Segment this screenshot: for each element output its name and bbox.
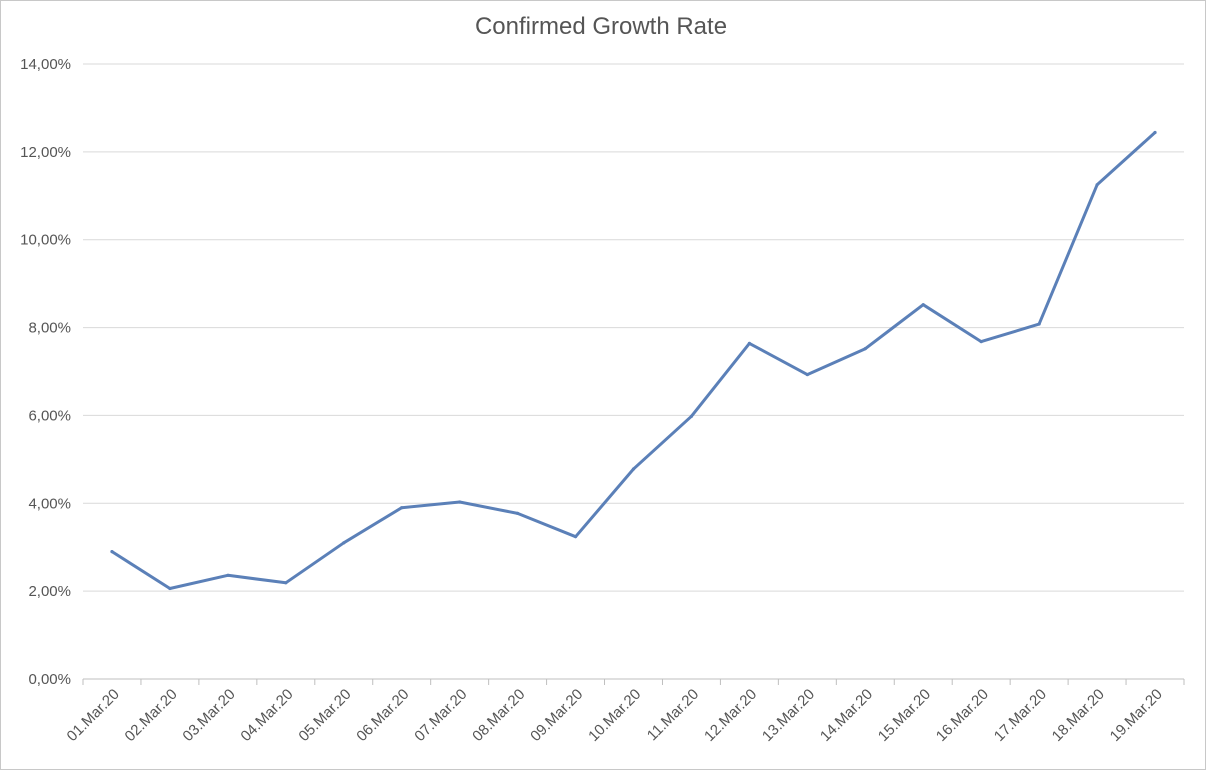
x-tick-label: 14.Mar.20	[817, 686, 876, 745]
data-point	[747, 341, 751, 345]
x-tick-label: 13.Mar.20	[759, 686, 818, 745]
gridlines	[83, 63, 1184, 592]
x-tick-label: 06.Mar.20	[353, 686, 412, 745]
data-point	[168, 586, 172, 591]
x-tick-label: 17.Mar.20	[991, 686, 1050, 745]
data-point	[400, 506, 404, 510]
x-tick-label: 05.Mar.20	[295, 686, 354, 745]
y-tick-label: 10,00%	[20, 232, 71, 249]
y-tick-label: 14,00%	[20, 56, 71, 73]
x-tick-label: 07.Mar.20	[411, 686, 470, 745]
data-point	[573, 535, 578, 539]
x-tick-label: 03.Mar.20	[179, 686, 238, 745]
data-point	[979, 340, 983, 344]
y-tick-label: 4,00%	[28, 495, 71, 512]
y-axis-ticks: 0,00% 2,00% 4,00% 6,00% 8,00% 10,00% 12,00% 14,…	[20, 56, 71, 688]
series-line	[110, 131, 1157, 590]
data-point	[805, 372, 809, 377]
data-point	[110, 550, 114, 554]
data-point	[226, 573, 230, 577]
data-point	[1153, 130, 1157, 135]
x-tick-label: 15.Mar.20	[875, 686, 934, 745]
x-axis: 01.Mar.2002.Mar.2003.Mar.2004.Mar.2005.M…	[64, 678, 1185, 745]
x-tick-label: 12.Mar.20	[701, 686, 760, 745]
data-point	[689, 414, 694, 418]
chart-title: Confirmed Growth Rate	[475, 13, 727, 40]
series-layer	[110, 130, 1157, 591]
x-tick-label: 04.Mar.20	[237, 686, 296, 745]
data-point	[458, 500, 462, 504]
data-point	[1095, 183, 1099, 187]
y-tick-label: 0,00%	[28, 671, 71, 688]
x-tick-label: 02.Mar.20	[122, 686, 181, 745]
x-tick-label: 11.Mar.20	[644, 686, 702, 744]
x-tick-label: 19.Mar.20	[1107, 686, 1166, 745]
y-tick-label: 12,00%	[20, 144, 71, 161]
y-tick-label: 2,00%	[28, 583, 71, 600]
data-point	[631, 467, 636, 471]
y-tick-label: 6,00%	[28, 407, 71, 424]
data-point	[342, 541, 346, 545]
x-tick-label: 08.Mar.20	[469, 686, 528, 745]
data-point	[284, 581, 288, 585]
x-tick-label: 01.Mar.20	[64, 686, 123, 745]
x-tick-label: 09.Mar.20	[527, 686, 586, 745]
data-point	[921, 303, 925, 307]
data-point	[516, 511, 520, 515]
x-tick-label: 10.Mar.20	[585, 686, 644, 745]
x-tick-label: 18.Mar.20	[1049, 686, 1108, 745]
x-tick-label: 16.Mar.20	[933, 686, 992, 745]
data-point	[1037, 322, 1041, 326]
y-tick-label: 8,00%	[28, 320, 71, 337]
data-point	[863, 347, 867, 351]
